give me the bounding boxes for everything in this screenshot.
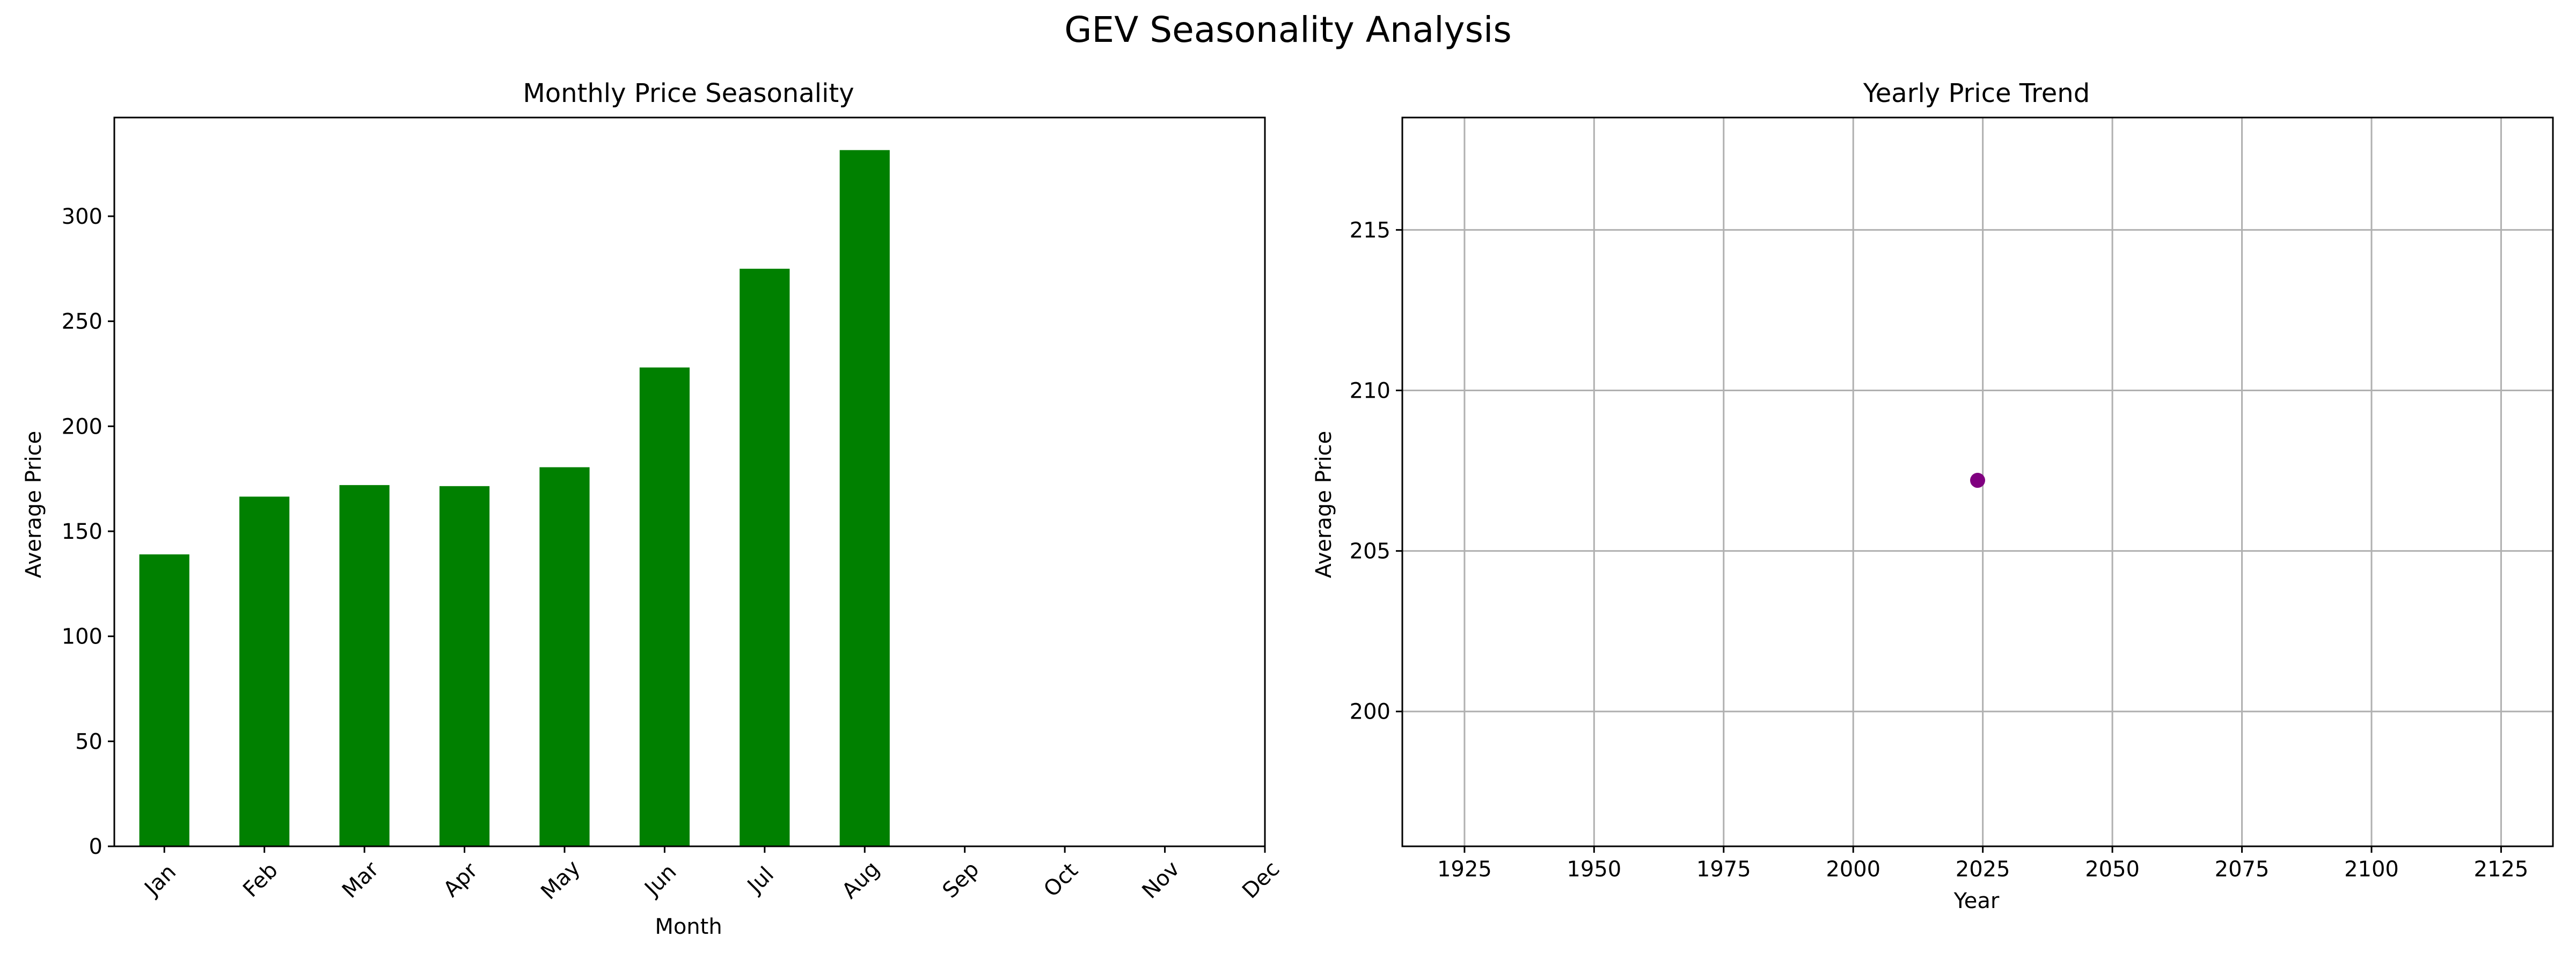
x-tick-label: 2000: [1826, 857, 1880, 882]
y-tick-label: 300: [62, 204, 103, 229]
x-tick-label: Jun: [639, 859, 682, 902]
y-tick-label: 200: [1350, 700, 1391, 724]
bar-may: [539, 467, 590, 846]
x-tick-label: 2025: [1956, 857, 2010, 882]
chart1-xlabel: Month: [655, 914, 722, 939]
bar-feb: [239, 496, 290, 846]
bar-mar: [339, 485, 390, 846]
x-tick-label: Aug: [837, 857, 884, 904]
y-tick-label: 205: [1350, 539, 1391, 564]
chart2-title: Yearly Price Trend: [1863, 78, 2090, 108]
x-tick-label: Jan: [139, 860, 181, 902]
yearly-trend-chart: Yearly Price Trend Year Average Price 19…: [1312, 78, 2554, 913]
scatter-point: [1970, 473, 1985, 488]
x-tick-label: 2075: [2215, 857, 2270, 882]
x-tick-label: 2050: [2085, 857, 2140, 882]
x-tick-label: Sep: [938, 857, 984, 903]
x-tick-label: Nov: [1138, 857, 1185, 904]
x-tick-label: Dec: [1238, 857, 1284, 903]
bar-aug: [839, 150, 890, 847]
chart1-title: Monthly Price Seasonality: [523, 78, 854, 108]
bar-apr: [439, 486, 490, 846]
x-tick-label: 2100: [2344, 857, 2399, 882]
x-tick-label: Oct: [1039, 858, 1082, 902]
bar-jul: [740, 268, 790, 847]
bar-jan: [139, 554, 189, 846]
bar-jun: [639, 367, 690, 846]
y-tick-label: 150: [62, 519, 103, 544]
x-tick-label: 1975: [1696, 857, 1751, 882]
y-tick-label: 210: [1350, 379, 1391, 404]
x-tick-label: May: [536, 855, 585, 904]
y-tick-label: 250: [62, 310, 103, 334]
x-tick-label: 1925: [1437, 857, 1492, 882]
y-tick-label: 100: [62, 625, 103, 649]
chart2-ylabel: Average Price: [1312, 431, 1336, 579]
y-tick-label: 200: [62, 414, 103, 439]
y-tick-label: 0: [89, 835, 103, 859]
chart2-frame: [1401, 116, 2554, 847]
x-tick-label: 2125: [2474, 857, 2529, 882]
x-tick-label: Mar: [338, 857, 384, 903]
chart1-ylabel: Average Price: [21, 431, 46, 579]
y-tick-label: 215: [1350, 218, 1391, 243]
figure-title: GEV Seasonality Analysis: [1064, 9, 1511, 50]
x-tick-label: Apr: [439, 858, 483, 902]
y-tick-label: 50: [75, 729, 103, 754]
monthly-seasonality-chart: Monthly Price Seasonality Month Average …: [21, 78, 1284, 939]
chart1-frame: [113, 116, 1266, 847]
x-tick-label: Jul: [742, 862, 779, 899]
chart2-xlabel: Year: [1953, 889, 2000, 913]
x-tick-label: 1950: [1567, 857, 1621, 882]
x-tick-label: Feb: [238, 858, 283, 903]
